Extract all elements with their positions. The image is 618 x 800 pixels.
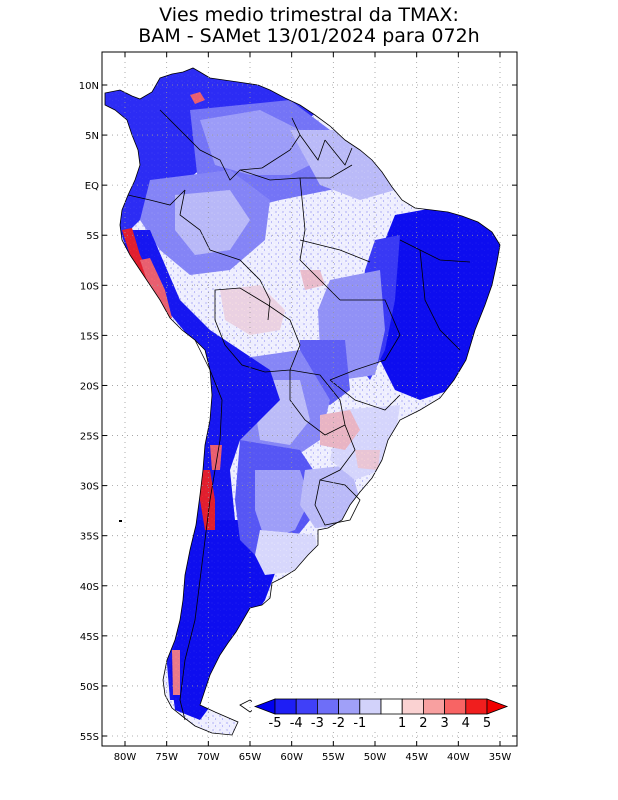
colorbar: -5 -4 -3 -2 -1 1 2 3 4 5 [252,694,514,731]
lon-tick-label: 80W [114,752,137,763]
colorbar-segment [444,698,467,715]
lat-tick-label: 45S [80,632,99,643]
colorbar-label: -5 [269,716,282,731]
colorbar-segment [316,698,339,715]
lon-tick-label: 45W [405,752,428,763]
lon-tick-label: 40W [447,752,470,763]
colorbar-segment [359,698,382,715]
lat-tick-label: 40S [80,582,99,593]
colorbar-label: 4 [462,716,470,731]
lon-tick-label: 75W [155,752,178,763]
colorbar-label: 3 [440,716,448,731]
map-title-line-2: BAM - SAMet 13/01/2024 para 072h [138,25,479,47]
colorbar-label: -3 [311,716,324,731]
colorbar-label: -4 [290,716,303,731]
colorbar-segment [380,698,403,715]
colorbar-segment [401,698,424,715]
border-argentina-brazil [319,424,356,481]
border-brazil-interior-3 [329,379,401,411]
lat-tick-label: 25S [80,432,99,443]
border-guyana-suriname [299,134,326,161]
colorbar-segment [422,698,445,715]
lon-tick-label: 35W [489,752,512,763]
lat-tick-label: 15S [80,331,99,342]
border-colombia-ecuador [127,189,186,206]
grid [102,52,517,746]
lon-tick-label: 55W [322,752,345,763]
lat-tick-label: 35S [80,532,99,543]
lat-axis: 10N 5N EQ 5S 10S 15S 20S 25S 30S 35S 40S 45S 50S 55S [79,81,517,743]
border-brazil-interior-6 [299,177,341,301]
border-brazil-interior-4 [399,239,471,263]
lat-tick-label: 30S [80,482,99,493]
small-island [119,520,122,522]
lon-axis: 80W 75W 70W 65W 60W 55W 50W 45W 40W 35W [114,52,512,763]
border-uruguay [314,479,361,526]
lat-tick-label: 10N [79,81,99,92]
colorbar-segment [465,698,488,715]
lat-tick-label: 5N [85,131,99,142]
colorbar-label: 5 [483,716,491,731]
border-peru-chile [194,339,211,371]
colorbar-label: -1 [353,716,366,731]
lat-tick-label: 20S [80,381,99,392]
lon-tick-label: 70W [197,752,220,763]
lat-tick-label: 50S [80,682,99,693]
lon-tick-label: 50W [364,752,387,763]
map-frame [101,51,518,747]
lon-tick-label: 65W [239,752,262,763]
lat-tick-label: 10S [80,281,99,292]
border-suriname-fg [324,139,353,166]
border-argentina-chile [179,369,223,721]
colorbar-arrow-right [486,698,509,715]
lat-tick-label: 55S [80,732,99,743]
colorbar-label: 1 [398,716,406,731]
lat-tick-label: 5S [86,231,99,242]
border-venezuela-guyana [261,117,301,169]
lat-tick-label: EQ [85,181,99,192]
map-title-line-1: Vies medio trimestral da TMAX: [159,4,459,26]
border-peru-brazil [179,189,271,321]
border-paraguay [289,369,346,436]
border-brazil-interior-1 [299,239,371,263]
boundaries [104,67,501,736]
colorbar-segment [295,698,318,715]
colorbar-segment [274,698,297,715]
colorbar-segment [338,698,361,715]
colorbar-label: 2 [419,716,427,731]
border-brazil-interior-5 [419,249,461,351]
colorbar-label: -2 [332,716,345,731]
lon-tick-label: 60W [280,752,303,763]
border-brazil-interior-2 [329,299,401,381]
